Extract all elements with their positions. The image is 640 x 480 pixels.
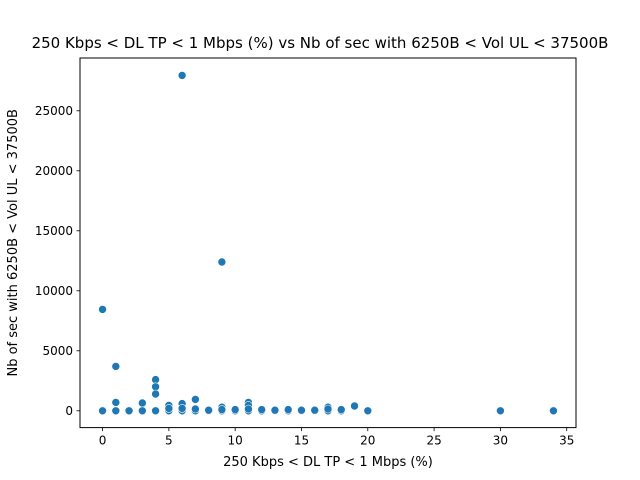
data-point [283,405,293,414]
x-tick-label: 0 [99,434,107,448]
data-points [98,71,558,416]
y-tick-label: 5000 [42,344,73,358]
y-axis-ticks: 0 5000 10000 15000 20000 25000 [35,104,80,418]
data-point [177,404,187,413]
data-point [151,406,160,416]
plot-frame [79,57,577,429]
data-point [98,406,107,416]
data-point [111,398,121,407]
data-point [310,405,320,415]
x-tick-label: 20 [360,434,375,448]
data-point [151,375,160,384]
data-point [230,405,240,414]
data-point [204,405,213,415]
x-tick-label: 30 [493,434,508,448]
data-point [336,405,346,414]
data-point [217,257,227,267]
data-point [191,404,200,414]
data-point [244,404,253,414]
x-tick-label: 5 [165,434,173,448]
x-tick-label: 10 [228,434,243,448]
chart-title: 250 Kbps < DL TP < 1 Mbps (%) vs Nb of s… [32,34,609,52]
data-point [124,406,134,416]
y-tick-label: 0 [65,404,73,418]
y-tick-label: 10000 [35,284,73,298]
data-point [217,405,227,414]
data-point [270,405,280,415]
data-point [257,405,266,414]
data-point [151,382,160,392]
data-point [363,406,373,416]
data-point [191,395,200,404]
data-point [111,362,121,371]
y-axis-label: Nb of sec with 6250B < Vol UL < 37500B [6,109,21,376]
x-axis-label: 250 Kbps < DL TP < 1 Mbps (%) [223,455,433,470]
data-point [350,401,359,411]
y-tick-label: 20000 [35,164,73,178]
data-point [111,406,121,416]
y-tick-label: 25000 [35,104,73,118]
data-point [138,406,147,416]
x-tick-label: 35 [559,434,574,448]
x-tick-label: 15 [294,434,309,448]
data-point [323,404,333,414]
data-point [164,404,174,413]
data-point [138,398,147,408]
data-point [297,405,306,415]
x-axis-ticks: 0 5 10 15 20 25 30 35 [99,427,574,448]
x-tick-label: 25 [426,434,441,448]
data-point [496,406,505,416]
data-point [549,406,558,416]
data-point [98,305,107,314]
y-tick-label: 15000 [35,224,73,238]
data-point [151,389,160,399]
data-point [177,71,187,80]
